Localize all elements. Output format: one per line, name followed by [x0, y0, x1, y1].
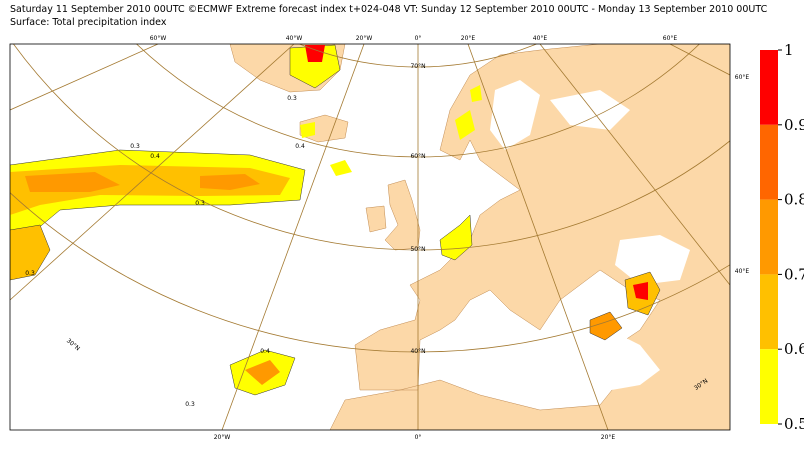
latitude-label: 40°E — [735, 268, 750, 275]
contour-label: 0.4 — [260, 348, 270, 355]
sea — [430, 80, 690, 395]
header-line: Saturday 11 September 2010 00UTC ©ECMWF … — [10, 4, 768, 15]
colorbar-segment — [760, 199, 778, 275]
colorbar-label: 1 — [784, 41, 794, 59]
contour-label: 0.3 — [130, 143, 140, 150]
longitude-label: 40°W — [286, 35, 303, 42]
latitude-label: 60°E — [735, 74, 750, 81]
colorbar-label: 0.9 — [784, 116, 804, 134]
longitude-label: 0° — [415, 35, 422, 42]
colorbar-segment — [760, 349, 778, 424]
longitude-label: 20°E — [461, 35, 476, 42]
latitude-label: 70°N — [410, 63, 425, 70]
longitude-label: 60°W — [150, 35, 167, 42]
graticule — [10, 44, 730, 430]
contour-label: 0.3 — [195, 200, 205, 207]
latitude-label: 50°N — [410, 246, 425, 253]
longitude-label: 60°E — [663, 35, 678, 42]
colorbar-label: 0.7 — [784, 265, 804, 283]
colorbar-segment — [760, 50, 778, 125]
longitude-label: 20°W — [214, 434, 231, 441]
colorbar-segment — [760, 124, 778, 200]
contour-label: 0.3 — [185, 401, 195, 408]
latitude-label: 40°N — [410, 348, 425, 355]
contour-label: 0.3 — [287, 95, 297, 102]
colorbar-segment — [760, 274, 778, 350]
header-line: Surface: Total precipitation index — [10, 17, 167, 28]
longitude-label: 0° — [415, 434, 422, 441]
colorbar-label: 0.8 — [784, 191, 804, 209]
contour-label: 0.3 — [25, 270, 35, 277]
map-frame — [9, 43, 731, 431]
contour-label: 0.4 — [150, 153, 160, 160]
colorbar-label: 0.6 — [784, 340, 804, 358]
contour-label: 0.4 — [295, 143, 305, 150]
longitude-label: 40°E — [533, 35, 548, 42]
latitude-label: 60°N — [410, 153, 425, 160]
longitude-label: 20°E — [601, 434, 616, 441]
longitude-label: 20°W — [356, 35, 373, 42]
map-area — [10, 44, 730, 430]
precipitation-index — [10, 44, 661, 396]
colorbar-label: 0.5 — [784, 415, 804, 433]
